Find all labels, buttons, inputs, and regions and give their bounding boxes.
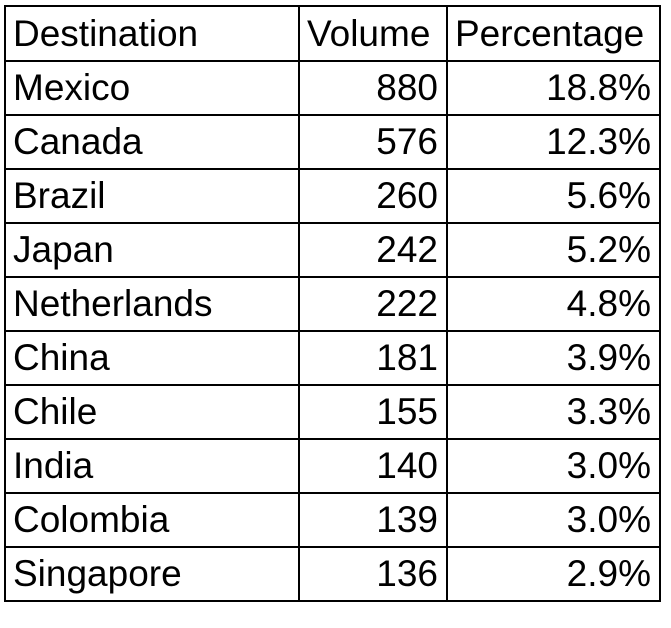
cell-percentage: 12.3%: [446, 114, 661, 170]
table-row: Japan 242 5.2%: [4, 222, 661, 278]
cell-destination: Singapore: [4, 546, 300, 602]
cell-percentage: 4.8%: [446, 276, 661, 332]
cell-volume: 222: [298, 276, 448, 332]
cell-volume: 155: [298, 384, 448, 440]
cell-volume: 140: [298, 438, 448, 494]
cell-destination: Mexico: [4, 60, 300, 116]
table-row: Colombia 139 3.0%: [4, 492, 661, 548]
table-row: Singapore 136 2.9%: [4, 546, 661, 602]
header-destination: Destination: [4, 5, 300, 62]
cell-percentage: 5.2%: [446, 222, 661, 278]
cell-percentage: 2.9%: [446, 546, 661, 602]
cell-destination: India: [4, 438, 300, 494]
table-row: Canada 576 12.3%: [4, 114, 661, 170]
cell-volume: 260: [298, 168, 448, 224]
cell-percentage: 3.9%: [446, 330, 661, 386]
header-volume: Volume: [298, 5, 448, 62]
cell-percentage: 3.0%: [446, 438, 661, 494]
cell-destination: Chile: [4, 384, 300, 440]
cell-percentage: 3.0%: [446, 492, 661, 548]
cell-percentage: 5.6%: [446, 168, 661, 224]
cell-volume: 181: [298, 330, 448, 386]
cell-destination: Japan: [4, 222, 300, 278]
cell-destination: Brazil: [4, 168, 300, 224]
cell-volume: 139: [298, 492, 448, 548]
cell-volume: 136: [298, 546, 448, 602]
header-percentage: Percentage: [446, 5, 661, 62]
table-row: Mexico 880 18.8%: [4, 60, 661, 116]
table-row: India 140 3.0%: [4, 438, 661, 494]
destination-volume-table: Destination Volume Percentage Mexico 880…: [4, 5, 661, 602]
cell-percentage: 3.3%: [446, 384, 661, 440]
table-row: Brazil 260 5.6%: [4, 168, 661, 224]
table-row: Netherlands 222 4.8%: [4, 276, 661, 332]
cell-volume: 242: [298, 222, 448, 278]
cell-destination: Canada: [4, 114, 300, 170]
cell-destination: Colombia: [4, 492, 300, 548]
table-header-row: Destination Volume Percentage: [4, 5, 661, 62]
table-row: Chile 155 3.3%: [4, 384, 661, 440]
table-row: China 181 3.9%: [4, 330, 661, 386]
cell-percentage: 18.8%: [446, 60, 661, 116]
cell-volume: 576: [298, 114, 448, 170]
cell-volume: 880: [298, 60, 448, 116]
cell-destination: Netherlands: [4, 276, 300, 332]
cell-destination: China: [4, 330, 300, 386]
